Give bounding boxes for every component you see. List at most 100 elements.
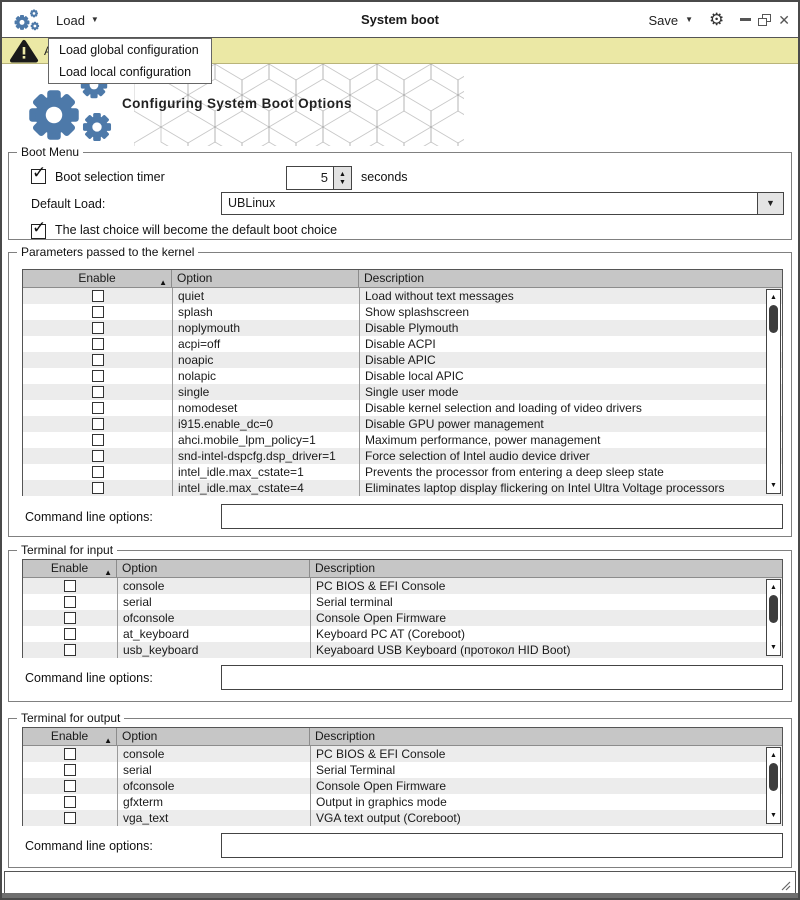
column-header-option[interactable]: Option <box>117 560 310 578</box>
scroll-down-icon[interactable]: ▼ <box>770 482 777 489</box>
scroll-down-icon[interactable]: ▼ <box>770 812 777 819</box>
terminal-input-table: Enable ▲ Option Description console PC BI… <box>22 559 783 658</box>
description-cell: Show splashscreen <box>359 304 782 320</box>
option-cell: i915.enable_dc=0 <box>172 416 359 432</box>
option-cell: intel_idle.max_cstate=4 <box>172 480 359 496</box>
hero-header: Configuring System Boot Options <box>2 64 798 146</box>
row-enable-checkbox[interactable] <box>91 306 104 318</box>
spinner-buttons[interactable]: ▲ ▼ <box>333 167 351 189</box>
boot-timer-spinner[interactable]: 5 ▲ ▼ <box>286 166 352 190</box>
column-header-description[interactable]: Description <box>359 270 782 288</box>
row-enable-checkbox[interactable] <box>91 402 104 414</box>
option-cell: serial <box>117 762 310 778</box>
row-enable-checkbox[interactable] <box>64 612 76 624</box>
row-enable-checkbox[interactable] <box>91 386 104 398</box>
close-button[interactable]: ✕ <box>778 12 790 28</box>
column-header-description[interactable]: Description <box>310 728 782 746</box>
check-icon: ✓ <box>32 218 47 238</box>
check-icon: ✓ <box>32 163 47 183</box>
row-enable-checkbox[interactable] <box>91 466 104 478</box>
load-menu-button[interactable]: Load ▼ <box>56 2 99 38</box>
save-menu-button[interactable]: Save ▼ <box>648 13 693 28</box>
scroll-up-icon[interactable]: ▲ <box>770 294 777 301</box>
column-header-option[interactable]: Option <box>172 270 359 288</box>
table-row: single Single user mode <box>23 384 782 400</box>
table-row: snd-intel-dspcfg.dsp_driver=1 Force selec… <box>23 448 782 464</box>
scrollbar-thumb[interactable] <box>769 595 778 623</box>
command-line-row: Command line options: <box>22 665 783 691</box>
scroll-up-icon[interactable]: ▲ <box>770 584 777 591</box>
fieldset-legend: Parameters passed to the kernel <box>21 245 195 259</box>
row-enable-checkbox[interactable] <box>91 370 104 382</box>
vertical-scrollbar[interactable]: ▲ ▼ <box>766 289 781 494</box>
table-row: noplymouth Disable Plymouth <box>23 320 782 336</box>
row-enable-checkbox[interactable] <box>91 450 104 462</box>
maximize-button[interactable] <box>758 14 772 26</box>
last-choice-checkbox[interactable]: ✓ <box>31 218 46 239</box>
table-row: vga_text VGA text output (Coreboot) <box>23 810 782 826</box>
table-row: i915.enable_dc=0 Disable GPU power manage… <box>23 416 782 432</box>
table-row: usb_keyboard Keyaboard USB Keyboard (прот… <box>23 642 782 658</box>
kernel-command-line-input[interactable] <box>221 504 783 529</box>
load-dropdown-menu: Load global configuration Load local con… <box>48 38 212 84</box>
restore-icon <box>758 18 768 26</box>
combo-dropdown-button[interactable]: ▼ <box>757 193 783 214</box>
column-header-option[interactable]: Option <box>117 728 310 746</box>
row-enable-checkbox[interactable] <box>64 628 76 640</box>
vertical-scrollbar[interactable]: ▲ ▼ <box>766 747 781 824</box>
fieldset-legend: Terminal for output <box>21 711 121 725</box>
row-enable-checkbox[interactable] <box>64 764 76 776</box>
minimize-button[interactable] <box>740 17 752 21</box>
default-load-row: Default Load: UBLinux ▼ <box>9 192 791 216</box>
row-enable-checkbox[interactable] <box>64 580 76 592</box>
description-cell: Console Open Firmware <box>310 778 782 794</box>
menu-item-load-global[interactable]: Load global configuration <box>59 43 199 57</box>
row-enable-checkbox[interactable] <box>91 482 104 494</box>
row-enable-checkbox[interactable] <box>64 812 76 824</box>
spin-down-icon[interactable]: ▼ <box>339 178 346 186</box>
column-header-description[interactable]: Description <box>310 560 782 578</box>
spin-up-icon[interactable]: ▲ <box>339 170 346 178</box>
row-enable-checkbox[interactable] <box>91 354 104 366</box>
scroll-up-icon[interactable]: ▲ <box>770 752 777 759</box>
table-header: Enable ▲ Option Description <box>23 728 782 746</box>
option-cell: at_keyboard <box>117 626 310 642</box>
description-cell: Maximum performance, power management <box>359 432 782 448</box>
row-enable-checkbox[interactable] <box>91 322 104 334</box>
boot-timer-checkbox[interactable]: ✓ <box>31 163 46 184</box>
settings-gear-button[interactable]: ⚙ <box>709 9 725 30</box>
row-enable-checkbox[interactable] <box>91 338 104 350</box>
description-cell: Serial Terminal <box>310 762 782 778</box>
scroll-down-icon[interactable]: ▼ <box>770 644 777 651</box>
description-cell: Disable GPU power management <box>359 416 782 432</box>
table-row: quiet Load without text messages <box>23 288 782 304</box>
row-enable-checkbox[interactable] <box>91 434 104 446</box>
column-header-enable[interactable]: Enable ▲ <box>23 270 172 288</box>
last-choice-label: The last choice will become the default … <box>55 223 338 237</box>
menu-item-load-local[interactable]: Load local configuration <box>59 65 192 79</box>
command-line-label: Command line options: <box>25 510 153 524</box>
terminal-output-command-line-input[interactable] <box>221 833 783 858</box>
description-cell: Serial terminal <box>310 594 782 610</box>
column-header-enable[interactable]: Enable ▲ <box>23 728 117 746</box>
table-row: nomodeset Disable kernel selection and lo… <box>23 400 782 416</box>
table-header: Enable ▲ Option Description <box>23 270 782 288</box>
terminal-input-command-line-input[interactable] <box>221 665 783 690</box>
column-header-enable[interactable]: Enable ▲ <box>23 560 117 578</box>
scrollbar-thumb[interactable] <box>769 305 778 333</box>
row-enable-checkbox[interactable] <box>64 780 76 792</box>
option-cell: nolapic <box>172 368 359 384</box>
default-load-select[interactable]: UBLinux ▼ <box>221 192 784 215</box>
row-enable-checkbox[interactable] <box>64 748 76 760</box>
description-cell: Disable local APIC <box>359 368 782 384</box>
vertical-scrollbar[interactable]: ▲ ▼ <box>766 579 781 656</box>
row-enable-checkbox[interactable] <box>91 290 104 302</box>
resize-grip[interactable] <box>778 879 792 891</box>
boot-timer-value[interactable]: 5 <box>287 167 333 189</box>
scrollbar-thumb[interactable] <box>769 763 778 791</box>
row-enable-checkbox[interactable] <box>91 418 104 430</box>
row-enable-checkbox[interactable] <box>64 644 76 656</box>
row-enable-checkbox[interactable] <box>64 596 76 608</box>
row-enable-checkbox[interactable] <box>64 796 76 808</box>
